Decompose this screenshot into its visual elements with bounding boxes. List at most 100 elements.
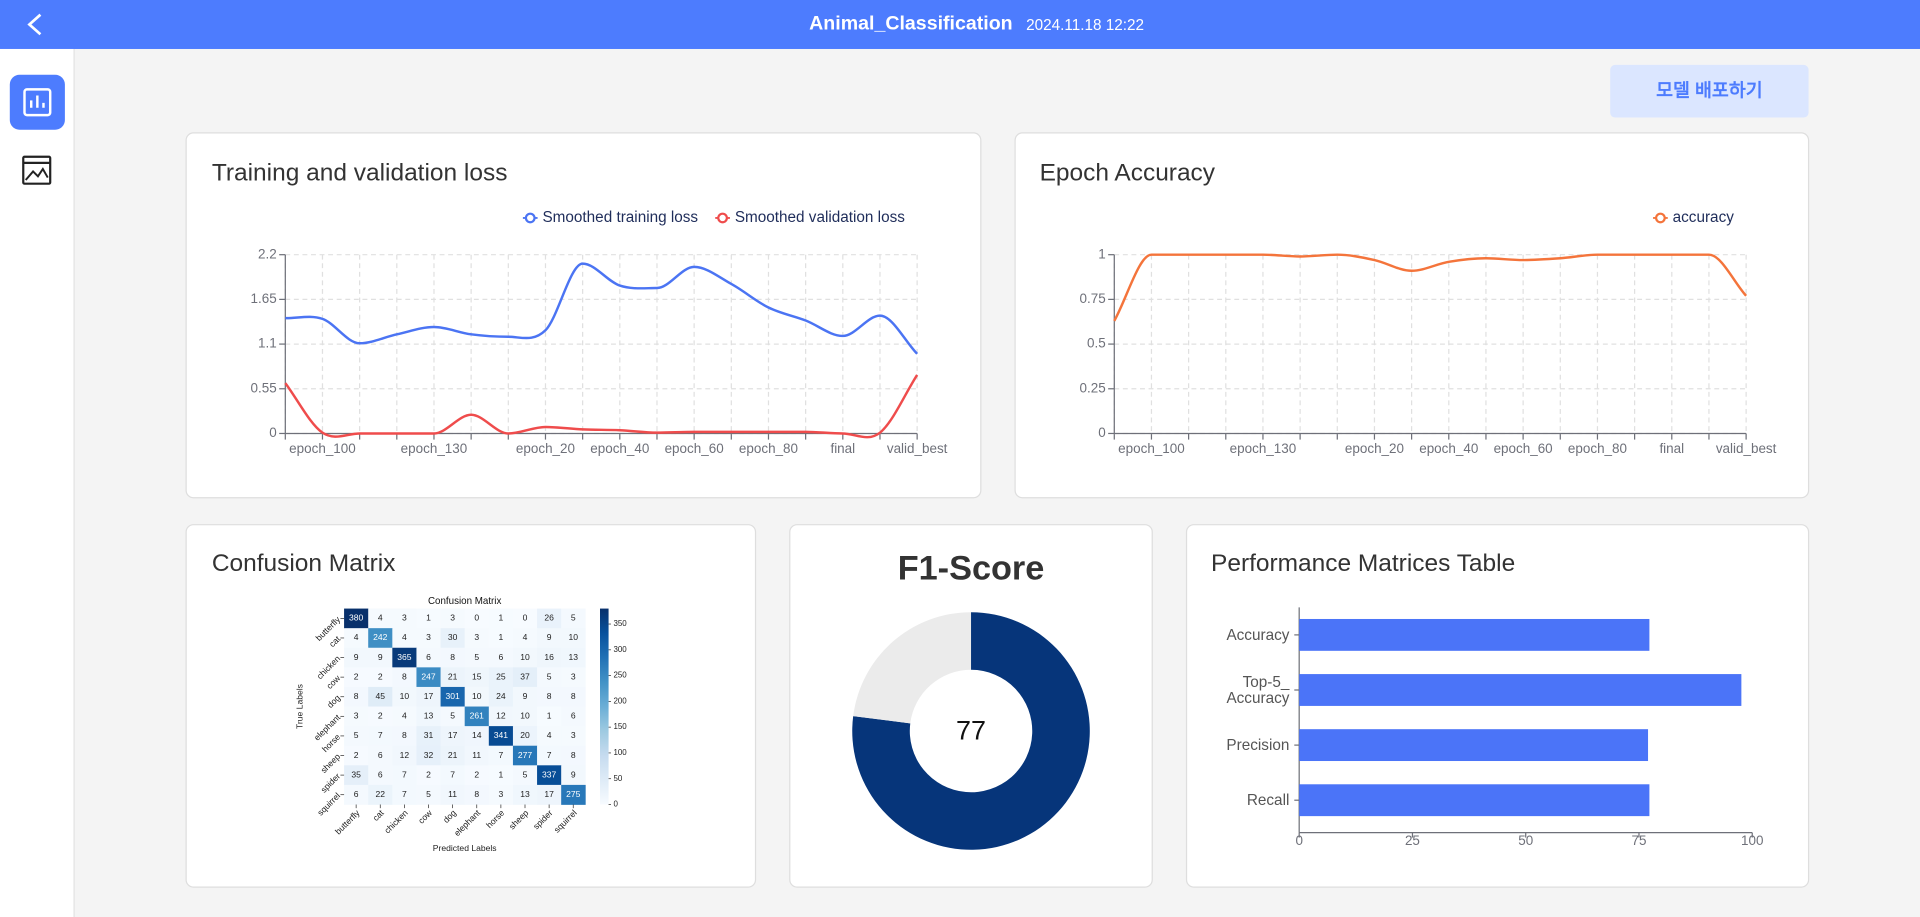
- colorbar-tick-label: 0: [613, 800, 618, 809]
- x-tick-label: final: [1659, 441, 1684, 456]
- cell-label: 0: [523, 613, 528, 623]
- heatmap-cell: [368, 784, 393, 805]
- heatmap-cell: [440, 667, 466, 688]
- cell-label: 8: [402, 671, 407, 681]
- back-button[interactable]: [27, 13, 42, 36]
- colorbar-tick-label: 300: [613, 645, 627, 654]
- heatmap-cell: [537, 726, 562, 747]
- heatmap-cell: [440, 706, 466, 727]
- cell-label: 4: [402, 711, 407, 721]
- heatmap-cell: [344, 784, 369, 805]
- cell-label: 17: [424, 691, 434, 701]
- cell-label: 8: [474, 789, 479, 799]
- heatmap-cell: [488, 628, 514, 649]
- deploy-button[interactable]: [1610, 64, 1809, 118]
- x-tick-label: 25: [1405, 833, 1420, 848]
- cell-label: 3: [426, 632, 431, 642]
- cell-label: 25: [496, 671, 506, 681]
- cell-label: 7: [547, 750, 552, 760]
- heatmap-cell: [416, 706, 441, 727]
- nav-dashboard[interactable]: [9, 74, 65, 130]
- heatmap-cell: [512, 628, 538, 649]
- heatmap-cell: [416, 608, 441, 629]
- cell-label: 341: [494, 730, 509, 740]
- heatmap-cell: [464, 726, 490, 747]
- y-tick-label: 0.25: [1080, 380, 1106, 395]
- legend-icon: [717, 212, 728, 224]
- cell-label: 6: [378, 769, 383, 779]
- heatmap-cell: [344, 745, 369, 766]
- heatmap-cell: [368, 686, 393, 707]
- heatmap-cell: [537, 667, 562, 688]
- cell-label: 8: [571, 750, 576, 760]
- cell-label: 301: [445, 691, 460, 701]
- cell-label: 45: [375, 691, 385, 701]
- colorbar-tick-label: 200: [613, 696, 627, 705]
- x-tick-label: 50: [1518, 833, 1533, 848]
- heatmap-cell: [464, 647, 490, 668]
- cell-label: 7: [378, 730, 383, 740]
- y-tick-label: 1.65: [251, 291, 277, 306]
- x-tick-label: epoch_60: [1494, 441, 1553, 456]
- bar: [1299, 674, 1742, 706]
- cell-label: 4: [402, 632, 407, 642]
- deploy-button-label[interactable]: 모델 배포하기: [1656, 80, 1762, 101]
- cell-label: 3: [354, 711, 359, 721]
- heatmap-cell: [537, 706, 562, 727]
- heatmap-cell: [464, 686, 490, 707]
- y-tick-label: 0.55: [251, 380, 277, 395]
- donut-segment: [852, 612, 1090, 850]
- x-tick-label: epoch_60: [665, 441, 724, 456]
- colorbar-tick-label: 150: [613, 722, 627, 731]
- heatmap-cell: [392, 608, 417, 629]
- cell-label: 32: [424, 750, 434, 760]
- heatmap-cell: [488, 726, 514, 747]
- cell-label: 242: [373, 632, 388, 642]
- heatmap-cell: [392, 745, 417, 766]
- cell-label: 9: [378, 652, 383, 662]
- card-title: Performance Matrices Table: [1211, 550, 1515, 577]
- cell-label: 21: [448, 750, 458, 760]
- x-tick-label: epoch_130: [1230, 441, 1297, 456]
- cell-label: 17: [544, 789, 554, 799]
- cell-label: 13: [568, 652, 578, 662]
- heatmap-cell: [416, 667, 441, 688]
- heatmap-cell: [344, 726, 369, 747]
- cell-label: 337: [542, 769, 557, 779]
- heatmap-cell: [440, 608, 466, 629]
- y-tick-label: 0.5: [1087, 336, 1106, 351]
- heatmap-cell: [344, 706, 369, 727]
- cell-label: 1: [498, 613, 503, 623]
- y-tick-label: 0.75: [1080, 291, 1106, 306]
- nav-images[interactable]: [22, 155, 52, 185]
- cell-label: 37: [520, 671, 530, 681]
- y-tick-label: Top-5_ Accuracy: [1226, 672, 1290, 706]
- heatmap-cell: [537, 745, 562, 766]
- bar: [1299, 618, 1650, 651]
- cell-label: 35: [351, 769, 361, 779]
- heatmap-cell: [368, 745, 393, 766]
- cell-label: 9: [523, 691, 528, 701]
- x-tick-label: epoch_100: [1118, 441, 1185, 456]
- cell-label: 17: [448, 730, 458, 740]
- cell-label: 2: [426, 769, 431, 779]
- heatmap-cell: [368, 647, 393, 668]
- cell-label: 4: [547, 730, 552, 740]
- cell-label: 5: [547, 671, 552, 681]
- heatmap-cell: [561, 784, 586, 805]
- x-tick-label: epoch_130: [401, 441, 468, 456]
- heatmap-cell: [561, 686, 586, 707]
- heatmap-cell: [416, 765, 441, 786]
- heatmap-cell: [537, 784, 562, 805]
- heatmap-cell: [488, 706, 514, 727]
- cell-label: 4: [378, 613, 383, 623]
- cell-label: 16: [544, 652, 554, 662]
- x-tick-label: epoch_80: [739, 441, 798, 456]
- legend-icon: [524, 212, 536, 224]
- heatmap-cell: [344, 686, 369, 707]
- heatmap-cell: [464, 608, 490, 629]
- cell-label: 277: [518, 750, 533, 760]
- heatmap-cell: [392, 647, 417, 668]
- cell-label: 2: [378, 671, 383, 681]
